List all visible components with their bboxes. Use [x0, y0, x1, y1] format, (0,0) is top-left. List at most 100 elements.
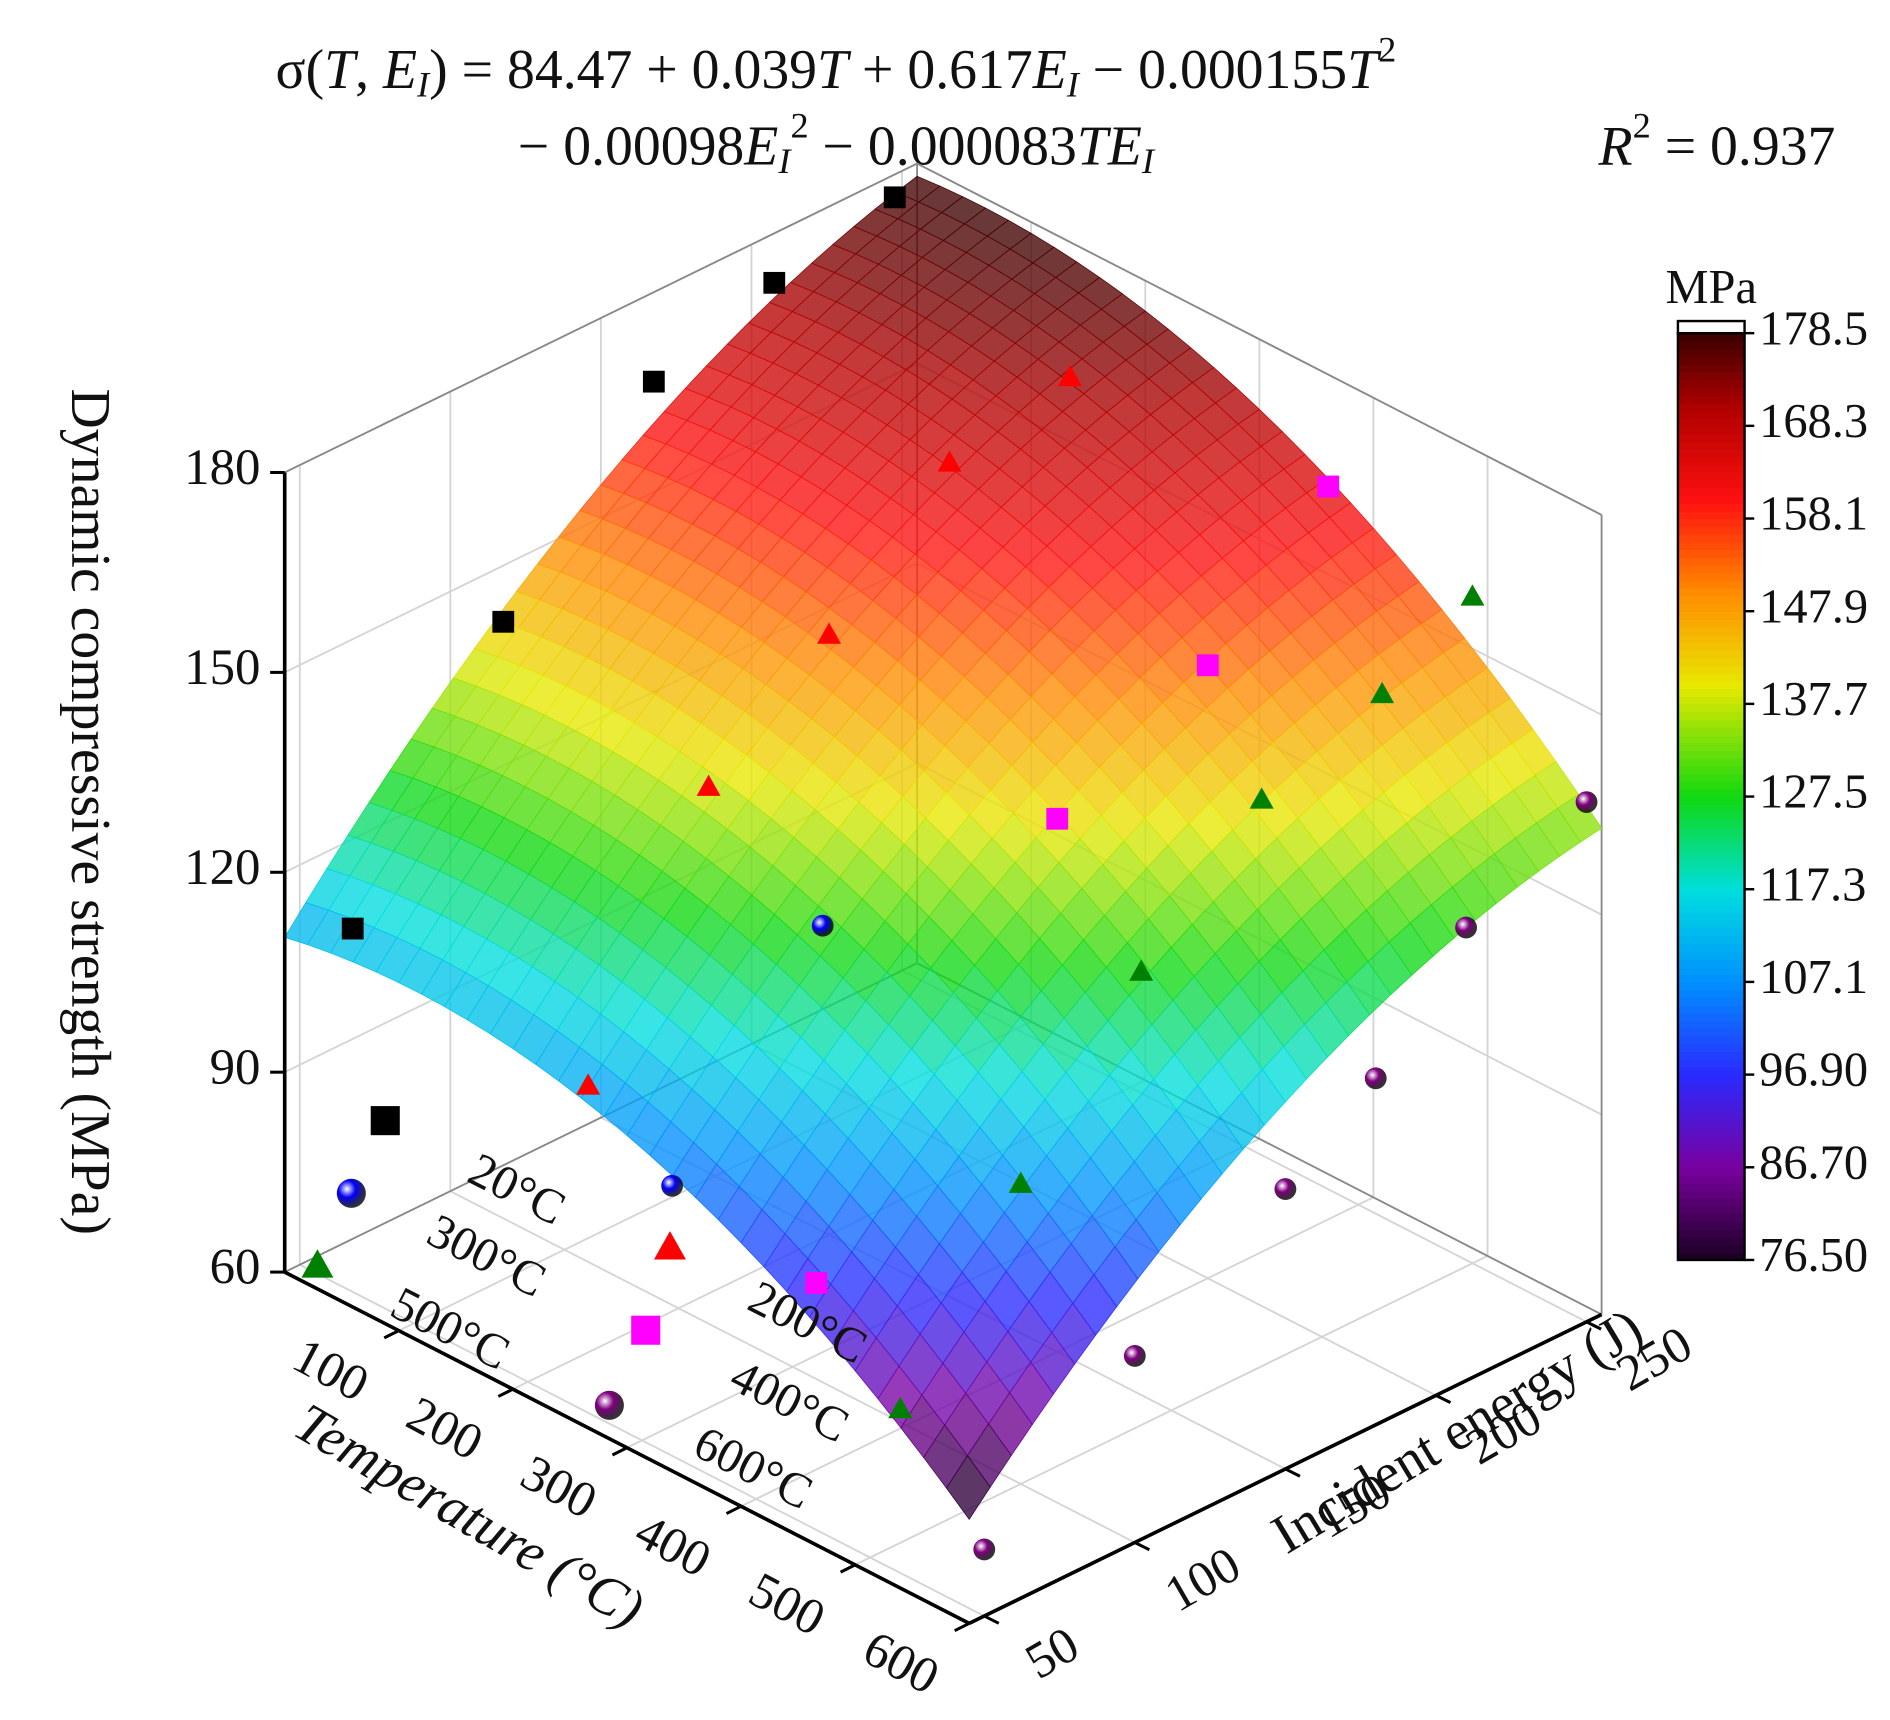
colorbar-cell — [1677, 456, 1745, 466]
colorbar-cell — [1677, 595, 1745, 605]
colorbar-cell — [1677, 564, 1745, 574]
colorbar-tick-label: 107.1 — [1759, 951, 1868, 1004]
colorbar-cell — [1677, 1221, 1745, 1230]
tick-mark — [611, 1446, 628, 1457]
colorbar-cell — [1677, 842, 1745, 852]
colorbar-cell — [1677, 866, 1745, 875]
marker — [1129, 959, 1154, 981]
colorbar-cell — [1677, 356, 1745, 365]
tick-mark — [953, 1622, 970, 1633]
colorbar-cell — [1677, 634, 1745, 643]
grid-line — [299, 1263, 985, 1617]
tick-mark — [497, 1387, 514, 1398]
colorbar-cell — [1677, 765, 1745, 775]
colorbar-cell — [1677, 757, 1745, 767]
colorbar-cell — [1677, 827, 1745, 836]
colorbar-tick-label: 117.3 — [1759, 858, 1866, 911]
colorbar-tick-label: 127.5 — [1759, 766, 1868, 819]
grid-line — [449, 1190, 1136, 1544]
colorbar-cell — [1677, 1012, 1745, 1022]
colorbar-cell — [1677, 603, 1745, 612]
colorbar-cell — [1677, 1035, 1745, 1045]
equation-part: − — [518, 115, 563, 177]
colorbar-cell — [1677, 1020, 1745, 1029]
equation-part: T — [324, 39, 359, 101]
colorbar-cell — [1677, 927, 1745, 937]
colorbar-cell — [1677, 588, 1745, 597]
z-tick-label: 180 — [184, 440, 260, 496]
colorbar-cell — [1677, 873, 1745, 883]
colorbar-cell — [1677, 518, 1745, 527]
colorbar-cell — [1677, 533, 1745, 543]
surface — [284, 175, 1603, 1521]
colorbar-cell — [1677, 611, 1745, 620]
colorbar-cell — [1677, 750, 1745, 759]
colorbar-cell — [1677, 333, 1745, 342]
colorbar-cell — [1677, 788, 1745, 798]
colorbar-cell — [1677, 472, 1745, 481]
colorbar-tick-label: 137.7 — [1759, 673, 1868, 726]
equation-part: − — [809, 115, 868, 177]
marker — [973, 1538, 996, 1561]
equation-part: , — [355, 39, 383, 101]
marker — [811, 914, 834, 937]
x-tick-label: 400 — [626, 1503, 720, 1588]
tick-mark — [1134, 1541, 1151, 1552]
equation-part: TE — [1077, 115, 1142, 177]
colorbar-cell — [1677, 402, 1745, 412]
colorbar-cell — [1677, 958, 1745, 968]
colorbar-cell — [1677, 1051, 1745, 1060]
tick-mark — [983, 1614, 1000, 1625]
y-tick-label: 50 — [1016, 1617, 1088, 1691]
marker — [696, 774, 721, 796]
equation-part: 2 — [1633, 106, 1651, 146]
equation-part: + — [848, 39, 907, 101]
colorbar-cap — [1676, 319, 1746, 335]
z-tick-label: 90 — [210, 1040, 261, 1096]
equation-part: T — [1347, 39, 1382, 101]
colorbar-cell — [1677, 920, 1745, 929]
colorbar-cell — [1677, 425, 1745, 435]
equation-part: I — [1066, 65, 1081, 105]
colorbar-cell — [1677, 1205, 1745, 1215]
colorbar-title: MPa — [1665, 261, 1757, 314]
colorbar-tick-label: 96.90 — [1759, 1044, 1868, 1097]
equation-part: ) = — [429, 39, 507, 101]
equation-part: = 0.937 — [1651, 115, 1836, 177]
marker — [301, 1249, 334, 1278]
equation: R2 = 0.937 — [1598, 106, 1836, 177]
colorbar-cell — [1677, 1198, 1745, 1207]
colorbar-cell — [1677, 935, 1745, 945]
colorbar-cell — [1677, 1128, 1745, 1138]
colorbar-cell — [1677, 665, 1745, 674]
marker — [1249, 787, 1274, 809]
equation-part: σ( — [276, 39, 325, 101]
marker — [1196, 654, 1219, 677]
colorbar-cell — [1677, 418, 1745, 427]
equation-part: 0.617 — [907, 39, 1032, 101]
equation: − 0.00098EI2 − 0.000083TEI — [518, 106, 1156, 181]
marker — [763, 271, 786, 294]
colorbar-cell — [1677, 719, 1745, 728]
marker — [492, 610, 515, 633]
marker — [661, 1174, 684, 1197]
colorbar-cell — [1677, 526, 1745, 535]
colorbar-cell — [1677, 912, 1745, 921]
equation-part: E — [743, 115, 778, 177]
colorbar-cell — [1677, 711, 1745, 721]
marker — [370, 1106, 400, 1136]
colorbar-cell — [1677, 951, 1745, 960]
colorbar-cell — [1677, 1005, 1745, 1014]
colorbar-cell — [1677, 1097, 1745, 1107]
colorbar-cell — [1677, 727, 1745, 736]
colorbar-cell — [1677, 642, 1745, 651]
marker — [1274, 1178, 1297, 1200]
marker — [1460, 584, 1485, 606]
colorbar-cell — [1677, 503, 1745, 512]
colorbar-cell — [1677, 781, 1745, 790]
equation-part: 0.039 — [692, 39, 817, 101]
colorbar-cell — [1677, 1043, 1745, 1053]
z-tick-label: 120 — [184, 840, 260, 896]
colorbar-cell — [1677, 1190, 1745, 1199]
